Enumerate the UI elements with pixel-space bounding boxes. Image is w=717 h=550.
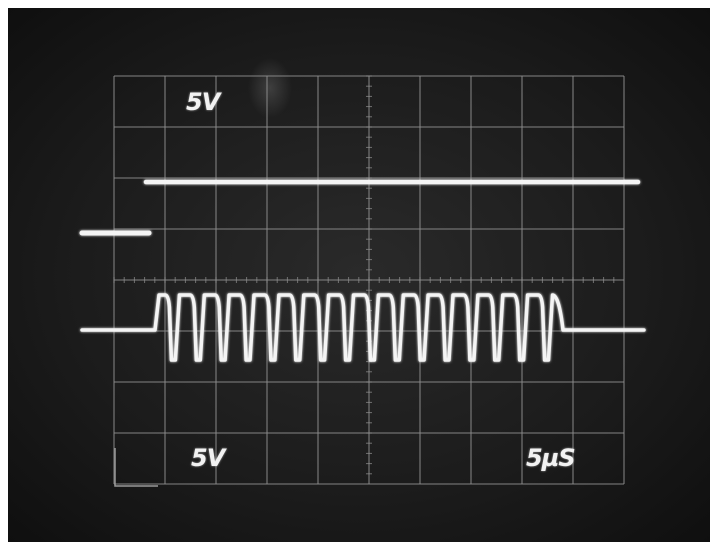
screen-corner-bracket bbox=[114, 448, 158, 487]
oscilloscope-screen-photo: 5V 5V 5µS bbox=[8, 8, 710, 542]
channel1-volts-per-div-label: 5V bbox=[186, 88, 220, 116]
screen-smudge bbox=[248, 58, 292, 118]
channel1-trace bbox=[79, 179, 641, 236]
channel2-pulse-train bbox=[80, 293, 646, 362]
channel2-volts-per-div-label: 5V bbox=[191, 444, 225, 472]
oscilloscope-display bbox=[79, 58, 646, 487]
channel2-trace bbox=[80, 293, 646, 362]
graticule-center-ticks bbox=[113, 75, 615, 475]
timebase-label: 5µS bbox=[526, 444, 576, 472]
